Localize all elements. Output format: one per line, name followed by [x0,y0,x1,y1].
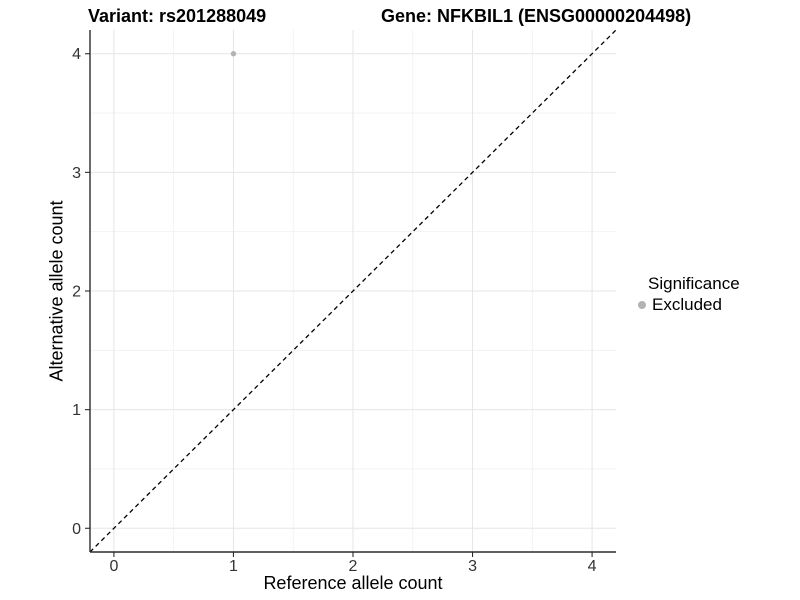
plot-title-gene: Gene: NFKBIL1 (ENSG00000204498) [381,6,692,26]
data-point [230,51,237,57]
y-tick-label: 3 [72,165,81,182]
y-tick-label: 1 [72,402,81,419]
legend-item-label: Excluded [652,295,722,314]
y-tick-label: 0 [72,521,81,538]
x-tick-label: 3 [468,558,477,575]
x-tick-label: 4 [588,558,597,575]
identity-line [89,29,617,553]
x-axis-title: Reference allele count [263,573,443,593]
legend: Significance Excluded [634,273,740,315]
y-tick-label: 2 [72,284,81,301]
y-tick-label: 4 [72,46,81,63]
legend-title: Significance [648,274,740,293]
plot-title-variant: Variant: rs201288049 [88,6,267,26]
legend-item-excluded: Excluded [634,294,740,315]
x-tick-label: 0 [109,558,118,575]
x-tick-label: 1 [229,558,238,575]
legend-point-icon [638,300,646,309]
x-tick-label: 2 [349,558,358,575]
y-axis-title: Alternative allele count [46,200,67,382]
